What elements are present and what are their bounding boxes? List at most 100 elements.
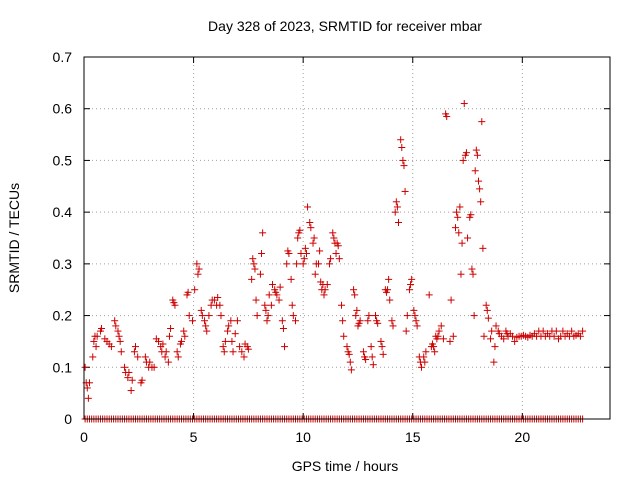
- data-point: [220, 348, 228, 356]
- data-point: [343, 343, 351, 351]
- data-point: [435, 327, 443, 335]
- data-point: [392, 198, 400, 206]
- data-point: [84, 394, 92, 402]
- data-point: [98, 325, 106, 332]
- data-point: [453, 208, 461, 216]
- data-point: [188, 317, 196, 325]
- data-point: [327, 255, 335, 263]
- data-point: [325, 260, 333, 268]
- data-point: [181, 332, 189, 340]
- data-point: [202, 322, 210, 330]
- data-point: [421, 358, 429, 366]
- data-point: [464, 234, 472, 242]
- data-point: [301, 244, 309, 252]
- data-point: [83, 384, 91, 392]
- data-points: [81, 100, 587, 423]
- y-tick-label: 0.7: [53, 49, 73, 65]
- data-point: [262, 306, 270, 314]
- y-tick-label: 0.5: [53, 152, 73, 168]
- data-point: [467, 211, 475, 219]
- data-point: [418, 363, 426, 371]
- data-point: [395, 218, 403, 226]
- data-point: [479, 244, 487, 252]
- data-point: [321, 286, 329, 294]
- data-point: [488, 327, 496, 335]
- data-point: [264, 312, 272, 320]
- x-axis-label: GPS time / hours: [292, 458, 399, 474]
- data-point: [492, 322, 500, 330]
- data-point: [385, 275, 393, 283]
- data-point: [267, 301, 275, 309]
- data-point: [299, 260, 307, 268]
- data-point: [320, 291, 328, 299]
- data-point: [410, 306, 418, 314]
- data-point: [568, 327, 576, 335]
- data-point: [127, 387, 135, 395]
- data-point: [310, 234, 318, 242]
- data-point: [184, 288, 192, 296]
- data-point: [482, 301, 490, 309]
- data-point: [399, 156, 407, 164]
- data-point: [339, 317, 347, 325]
- data-point: [338, 301, 346, 309]
- data-point: [307, 224, 315, 232]
- data-point: [287, 275, 295, 283]
- data-point: [478, 118, 486, 126]
- data-point: [203, 327, 211, 335]
- data-point: [288, 301, 296, 309]
- data-point: [256, 270, 264, 278]
- data-point: [369, 361, 377, 369]
- axis-ticks: 0 5 10 15 20 0 0.1 0.2 0.3 0.4 0.5 0.6 0.7: [53, 49, 610, 445]
- data-point: [306, 218, 314, 226]
- data-point: [473, 151, 481, 159]
- data-point: [217, 312, 225, 320]
- data-point: [93, 332, 101, 340]
- data-point: [281, 343, 289, 351]
- data-point: [111, 317, 119, 325]
- data-point: [90, 337, 98, 345]
- data-point: [244, 345, 252, 353]
- data-point: [455, 229, 463, 237]
- data-point: [508, 332, 516, 340]
- data-point: [550, 332, 558, 340]
- data-point: [425, 291, 433, 299]
- data-point: [193, 260, 201, 268]
- data-point: [294, 234, 302, 242]
- data-point: [420, 353, 428, 361]
- x-tick-label: 15: [405, 429, 421, 445]
- data-point: [402, 327, 410, 335]
- data-point: [252, 296, 260, 304]
- data-point: [407, 281, 415, 289]
- data-point: [121, 363, 129, 371]
- data-point: [291, 317, 299, 325]
- data-point: [150, 363, 158, 371]
- y-tick-label: 0.1: [53, 359, 73, 375]
- data-point: [431, 348, 439, 356]
- data-point: [161, 353, 169, 361]
- data-point: [379, 350, 387, 358]
- data-point: [258, 250, 266, 258]
- data-point: [250, 260, 258, 268]
- chart-title: Day 328 of 2023, SRMTID for receiver mba…: [208, 18, 482, 34]
- data-point: [112, 322, 120, 330]
- data-point: [173, 348, 181, 356]
- data-point: [434, 332, 442, 340]
- data-point: [472, 146, 480, 154]
- data-point: [335, 255, 343, 263]
- data-point: [185, 312, 193, 320]
- data-point: [225, 322, 233, 330]
- data-point: [268, 281, 276, 289]
- data-point: [458, 239, 466, 247]
- y-tick-label: 0.6: [53, 101, 73, 117]
- data-point: [197, 306, 205, 314]
- data-point: [462, 149, 470, 157]
- data-point: [330, 234, 338, 242]
- data-point: [165, 332, 173, 340]
- grid-layer: [84, 57, 610, 419]
- data-point: [477, 198, 485, 206]
- data-point: [443, 112, 451, 120]
- data-point: [378, 343, 386, 351]
- data-point: [164, 358, 172, 366]
- data-point: [389, 322, 397, 330]
